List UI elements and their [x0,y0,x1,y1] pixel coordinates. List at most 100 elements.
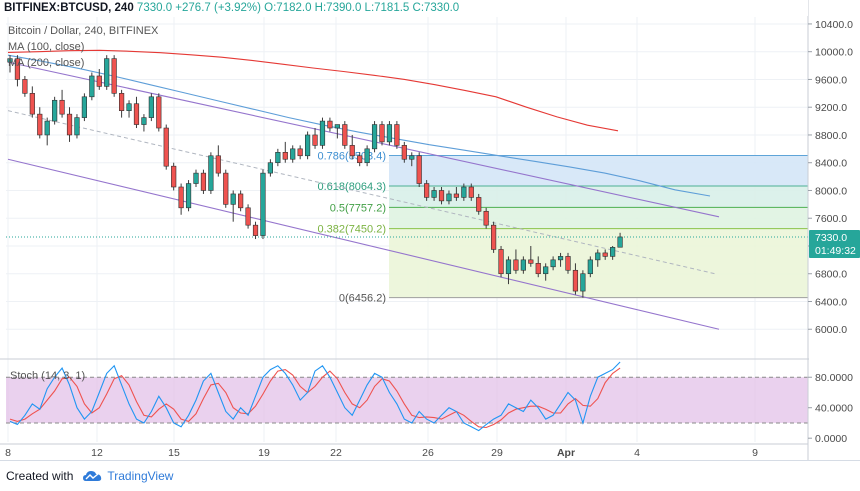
candle [595,249,601,267]
stoch-tick-label: 0.0000 [815,433,847,445]
candle [163,124,169,170]
candle-body [401,145,407,160]
candle [141,114,147,132]
fib-level-label: 0.382(7450.2) [318,224,387,236]
candle [572,263,579,295]
candle [238,190,244,212]
time-tick-label: 12 [91,447,103,459]
candle [156,93,162,132]
candle [290,145,296,163]
time-tick-label: 8 [5,447,11,459]
candle [617,232,623,248]
candle-body [200,172,207,191]
candle-body [572,269,579,292]
candle-body [312,134,318,146]
candle [386,121,393,146]
candle [252,221,259,240]
candle [371,121,378,153]
price-tick-label: 6400.0 [815,296,847,308]
time-tick-label: 15 [168,447,180,459]
candle [22,75,28,97]
candle [327,117,333,132]
candle-body [148,96,154,118]
candle-body [74,117,80,136]
candle [438,187,445,205]
candle-body [535,263,541,275]
candle-body [379,124,385,143]
candle [379,121,385,146]
candle [52,96,58,125]
fibonacci-retracement: 0.786(8503.4)0.618(8064.3)0.5(7757.2)0.3… [318,151,808,305]
candle-body [223,172,229,205]
created-with-text: Created with [6,469,74,483]
candle [178,183,184,215]
candle-body [7,58,13,63]
channel-lower-line [7,158,720,330]
candle-body [133,103,140,125]
candle [565,252,571,274]
candle [461,183,467,201]
candle-body [193,172,199,184]
candle [74,114,80,139]
candle-body [550,259,556,268]
header-text: BITFINEX:BTCUSD, 240 7330.0 +276.7 (+3.9… [4,2,459,14]
candle-body [453,193,460,198]
chart-canvas[interactable]: 0.786(8503.4)0.618(8064.3)0.5(7757.2)0.3… [0,0,860,460]
candle [528,245,534,267]
candle-body [119,93,125,111]
candle [416,152,422,187]
candle-body [461,186,467,198]
price-tag-countdown: 01:49:32 [815,245,856,257]
candle [610,245,616,260]
candle [543,263,549,281]
candle-body [409,155,415,160]
candle [349,134,355,160]
stoch-axis: 80.0000 40.0000 0.0000 [808,372,853,445]
candle [357,152,363,167]
price-tick-label: 6800.0 [815,269,847,281]
channel-upper-line [7,61,720,218]
tradingview-logo[interactable]: TradingView [83,469,173,483]
candle [215,145,221,177]
candle-body [22,79,28,94]
candle-body [52,99,58,122]
candle [334,124,340,139]
candle-body [208,155,214,191]
candle-body [156,96,162,129]
candle-body [185,183,192,209]
candle [14,55,21,87]
candle [133,96,140,129]
candle [483,207,489,229]
candle [282,141,288,163]
candle-body [587,259,593,275]
candle-body [59,99,65,115]
legend: Bitcoin / Dollar, 240, BITFINEX MA (100, … [8,25,159,382]
candle-body [349,145,355,157]
candle-body [81,96,87,118]
fib-level-label: 0(6456.2) [339,293,386,305]
candle-body [290,148,296,160]
candle-body [230,193,236,205]
candle [297,145,303,160]
candle [59,89,65,118]
candle [602,249,608,260]
candle [37,107,43,139]
time-tick-label: Apr [557,447,575,459]
ma200-line [7,49,619,132]
header-segment: O:7182.0 H:7390.0 L:7181.5 C:7330.0 [264,2,459,14]
candle-body [557,256,564,261]
candle-body [490,224,497,250]
candle [29,86,35,118]
candle [96,69,102,90]
candle [431,187,437,201]
candle-body [342,124,348,146]
candle [245,204,251,229]
candle [476,193,482,215]
tradingview-brand: TradingView [107,469,174,483]
candle-body [498,249,504,275]
candle [44,117,50,146]
candle [550,256,556,271]
candle-body [610,247,616,257]
time-tick-label: 22 [330,447,342,459]
